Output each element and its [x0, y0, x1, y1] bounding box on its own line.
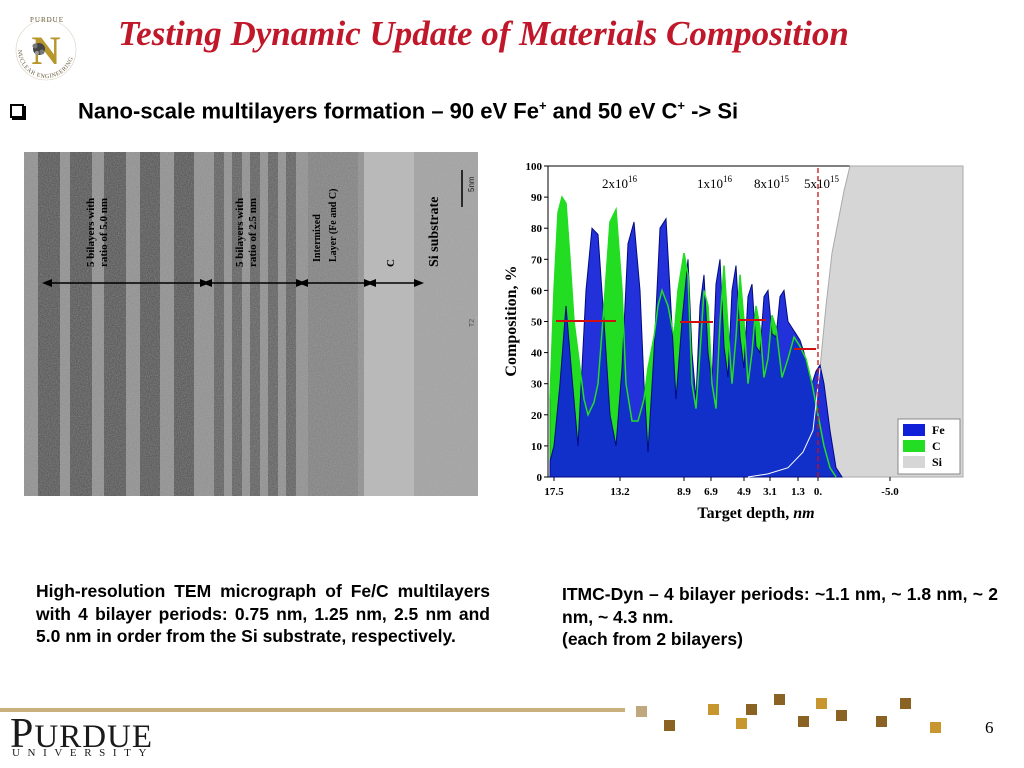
tem-label-25nm-2: ratio of 2.5 nm [247, 198, 259, 267]
x-tick-label: 6.9 [704, 486, 718, 498]
page-number: 6 [985, 718, 994, 737]
y-tick-label: 50 [531, 317, 543, 329]
y-tick-label: 20 [531, 410, 543, 422]
decorative-square [876, 716, 887, 727]
university-wordmark: UNIVERSITY [12, 747, 154, 759]
y-tick-label: 0 [537, 472, 543, 484]
legend-label-si: Si [932, 455, 943, 469]
legend-swatch-c [903, 440, 925, 452]
y-tick-label: 70 [531, 254, 543, 266]
y-tick-label: 90 [531, 192, 543, 204]
bullet-heading: Nano-scale multilayers formation – 90 eV… [78, 98, 738, 124]
composition-chart: 0 10 20 30 40 50 60 70 80 90 100 17.5 13.2 8.9 6.9 4.9 3… [503, 161, 964, 522]
x-tick-label: 1.3 [791, 486, 805, 498]
legend-label-c: C [932, 439, 941, 453]
decorative-square [708, 704, 719, 715]
decorative-square [636, 706, 647, 717]
y-tick-label: 100 [526, 161, 543, 173]
decorative-square [664, 720, 675, 731]
bullet-suffix: -> Si [684, 98, 739, 124]
legend-label-fe: Fe [932, 423, 945, 437]
tem-scale-label: 5nm [467, 176, 476, 192]
purdue-nuclear-engineering-logo: PURDUE NUCLEAR ENGINEERING N [15, 16, 77, 81]
decorative-squares [636, 694, 941, 733]
decorative-square [746, 704, 757, 715]
x-tick-label: -5.0 [881, 486, 899, 498]
y-tick-label: 60 [531, 285, 543, 297]
tem-label-si-substrate: Si substrate [427, 197, 442, 267]
tem-label-5nm-2: ratio of 5.0 nm [98, 198, 110, 267]
x-tick-label: 13.2 [610, 486, 630, 498]
decorative-square [774, 694, 785, 705]
fluence-label-1: 2x1016 [602, 174, 638, 191]
tem-arrowheads [42, 279, 424, 287]
y-tick-label: 80 [531, 223, 543, 235]
decorative-square [930, 722, 941, 733]
legend-swatch-si [903, 456, 925, 468]
simulation-caption-line1: ITMC-Dyn – 4 bilayer periods: ~1.1 nm, ~… [562, 584, 998, 627]
fluence-label-2: 1x1016 [697, 174, 733, 191]
simulation-caption: ITMC-Dyn – 4 bilayer periods: ~1.1 nm, ~… [562, 583, 998, 651]
c-line [549, 195, 837, 478]
checkbox-bullet-icon [10, 104, 24, 118]
y-tick-label: 10 [531, 441, 543, 453]
bullet-mid: and 50 eV C [546, 98, 678, 124]
x-axis-label: Target depth, nm [697, 505, 814, 522]
decorative-square [816, 698, 827, 709]
fluence-label-3: 8x1015 [754, 174, 790, 191]
tem-t2-label: T2 [469, 319, 476, 327]
atom-icon [32, 43, 45, 55]
decorative-square [736, 718, 747, 729]
tem-micrograph: 5 bilayers with ratio of 5.0 nm 5 bilaye… [24, 152, 478, 496]
x-tick-label: 0. [814, 486, 823, 498]
legend-swatch-fe [903, 424, 925, 436]
x-tick-label: 8.9 [677, 486, 691, 498]
decorative-square [798, 716, 809, 727]
tem-label-intermixed-1: Intermixed [312, 214, 323, 262]
bullet-prefix: Nano-scale multilayers formation – 90 eV… [78, 98, 539, 124]
logo-top-text: PURDUE [30, 16, 64, 24]
purdue-wordmark: PURDUE [10, 711, 154, 757]
tem-label-25nm-1: 5 bilayers with [234, 198, 246, 267]
c-charge: + [677, 98, 685, 113]
x-tick-label: 4.9 [737, 486, 751, 498]
mean-markers [556, 319, 816, 350]
chart-axis-ticks: 0 10 20 30 40 50 60 70 80 90 100 17.5 13.2 8.9 6.9 4.9 3… [526, 161, 900, 498]
fe-charge: + [538, 98, 547, 113]
tem-label-5nm-1: 5 bilayers with [85, 198, 97, 267]
footer-divider [0, 708, 625, 712]
tem-label-intermixed-2: Layer (Fe and C) [328, 189, 339, 262]
y-axis-label: Composition, % [503, 265, 520, 376]
y-tick-label: 30 [531, 379, 543, 391]
decorative-square [900, 698, 911, 709]
si-line [747, 368, 821, 478]
fe-area [549, 217, 843, 478]
tem-scale-bar: 5nm T2 [461, 170, 476, 327]
slide-title: Testing Dynamic Update of Materials Comp… [118, 14, 849, 53]
decorative-square [836, 710, 847, 721]
x-tick-label: 3.1 [763, 486, 777, 498]
fluence-label-4: 5x1015 [804, 174, 840, 191]
chart-legend: Fe C Si [897, 418, 961, 475]
simulation-caption-line2: (each from 2 bilayers) [562, 629, 743, 649]
y-tick-label: 40 [531, 348, 543, 360]
tem-label-c: C [385, 259, 397, 267]
tem-caption: High-resolution TEM micrograph of Fe/C m… [36, 581, 490, 646]
x-tick-label: 17.5 [544, 486, 564, 498]
